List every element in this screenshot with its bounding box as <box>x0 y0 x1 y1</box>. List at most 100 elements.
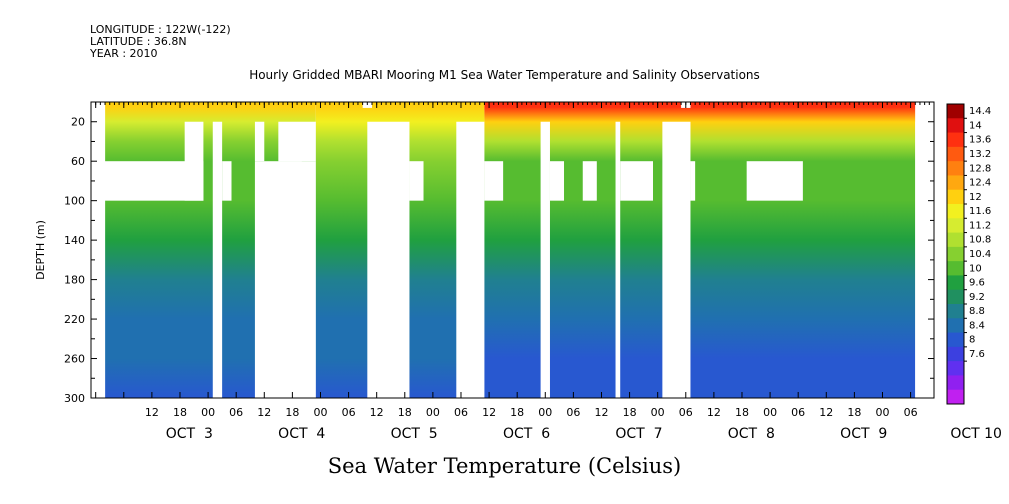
x-hour-label: 12 <box>257 406 271 419</box>
missing-mask-22 <box>690 161 696 201</box>
colorbar-label: 13.2 <box>969 149 991 160</box>
missing-mask-5 <box>222 161 232 201</box>
x-hour-label: 18 <box>735 406 749 419</box>
colorbar-swatch <box>947 161 964 176</box>
colorbar-swatch <box>947 118 964 134</box>
y-tick-label: 20 <box>71 116 85 129</box>
x-hour-label: 00 <box>763 406 777 419</box>
missing-mask-1 <box>91 102 106 398</box>
chart-title: Hourly Gridded MBARI Mooring M1 Sea Wate… <box>249 68 760 82</box>
x-hour-label: 06 <box>229 406 243 419</box>
x-hour-label: 00 <box>875 406 889 419</box>
x-hour-label: 00 <box>426 406 440 419</box>
x-hour-label: 06 <box>566 406 580 419</box>
colorbar-label: 8.8 <box>969 306 985 317</box>
colorbar-swatch <box>947 304 964 319</box>
missing-mask-13 <box>409 161 424 201</box>
colorbar-swatch <box>947 361 964 376</box>
chart-caption: Sea Water Temperature (Celsius) <box>327 454 682 478</box>
colorbar-label: 14.4 <box>969 106 991 117</box>
colorbar-swatch <box>947 132 964 148</box>
x-hour-label: 18 <box>510 406 524 419</box>
x-hour-label: 00 <box>201 406 215 419</box>
colorbar-label: 7.6 <box>969 349 985 360</box>
missing-mask-16 <box>540 121 550 398</box>
missing-mask-8 <box>278 121 316 162</box>
y-axis-label: DEPTH (m) <box>34 220 47 280</box>
colorbar-frame <box>946 103 965 405</box>
x-hour-label: 00 <box>313 406 327 419</box>
x-hour-label: 18 <box>847 406 861 419</box>
x-hour-label: 18 <box>398 406 412 419</box>
colorbar-label: 9.2 <box>969 292 985 303</box>
missing-mask-14 <box>456 121 485 398</box>
year-label: YEAR : 2010 <box>90 47 158 60</box>
missing-mask-20 <box>620 161 653 201</box>
colorbar-swatch <box>947 346 964 362</box>
x-hour-label: 12 <box>707 406 721 419</box>
colorbar-label: 10.4 <box>969 249 991 260</box>
colorbar-swatch <box>947 332 964 348</box>
x-hour-label: 18 <box>173 406 187 419</box>
colorbar-swatch <box>947 204 964 219</box>
x-hour-label: 12 <box>482 406 496 419</box>
missing-mask-3 <box>184 121 204 201</box>
x-hour-label: 12 <box>594 406 608 419</box>
colorbar-label: 8.4 <box>969 320 985 331</box>
colorbar-label: 10.8 <box>969 235 991 246</box>
missing-mask-24 <box>746 161 803 201</box>
x-hour-label: 00 <box>651 406 665 419</box>
y-tick-label: 60 <box>71 155 85 168</box>
colorbar-swatch <box>947 318 964 334</box>
missing-mask-19 <box>615 121 621 398</box>
missing-data-masks <box>91 102 934 398</box>
colorbar: 14.4 14 13.6 13.2 12.8 12.4 12 11.6 11.2 10.8 10.4… <box>946 103 991 405</box>
x-date-label: OCT 9 <box>840 426 887 442</box>
y-tick-label: 220 <box>64 313 85 326</box>
y-axis: 20 60 100 140 180 220 260 300 <box>64 101 934 405</box>
colorbar-swatch <box>947 146 964 162</box>
field-segment-3 <box>484 102 916 398</box>
colorbar-label: 12.8 <box>969 163 991 174</box>
latitude-label: LATITUDE : 36.8N <box>90 35 187 48</box>
colorbar-swatch <box>947 232 964 248</box>
x-hour-label: 18 <box>623 406 637 419</box>
x-hour-label: 18 <box>285 406 299 419</box>
x-date-label: OCT 3 <box>166 426 213 442</box>
x-hour-label: 06 <box>791 406 805 419</box>
x-hour-label: 12 <box>370 406 384 419</box>
colorbar-label: 12 <box>969 192 982 203</box>
y-tick-label: 140 <box>64 234 85 247</box>
x-hour-label: 06 <box>904 406 918 419</box>
colorbar-swatch <box>947 289 964 305</box>
missing-mask-17 <box>549 161 565 201</box>
x-date-label: OCT 6 <box>503 426 550 442</box>
x-hour-label: 06 <box>454 406 468 419</box>
missing-mask-15 <box>484 161 504 201</box>
x-hour-label: 12 <box>145 406 159 419</box>
x-date-label: OCT 10 <box>950 426 1002 442</box>
missing-mask-2 <box>91 161 204 201</box>
colorbar-swatch <box>947 389 964 405</box>
colorbar-label: 11.6 <box>969 206 991 217</box>
x-date-label: OCT 4 <box>278 426 325 442</box>
y-tick-label: 300 <box>64 392 85 405</box>
missing-mask-11 <box>367 121 410 398</box>
x-date-label: OCT 7 <box>615 426 662 442</box>
colorbar-swatch <box>947 175 964 191</box>
colorbar-label: 8 <box>969 335 975 346</box>
colorbar-swatch <box>947 246 964 262</box>
missing-mask-18 <box>582 161 597 201</box>
colorbar-label: 13.6 <box>969 135 991 146</box>
colorbar-label: 9.6 <box>969 278 985 289</box>
colorbar-label: 12.4 <box>969 178 991 189</box>
missing-mask-4 <box>212 121 223 398</box>
missing-mask-25 <box>915 121 934 398</box>
missing-mask-9 <box>278 161 316 398</box>
y-tick-label: 180 <box>64 274 85 287</box>
y-tick-label: 260 <box>64 353 85 366</box>
colorbar-swatch <box>947 104 964 119</box>
missing-mask-6 <box>254 121 265 162</box>
y-tick-label: 100 <box>64 195 85 208</box>
